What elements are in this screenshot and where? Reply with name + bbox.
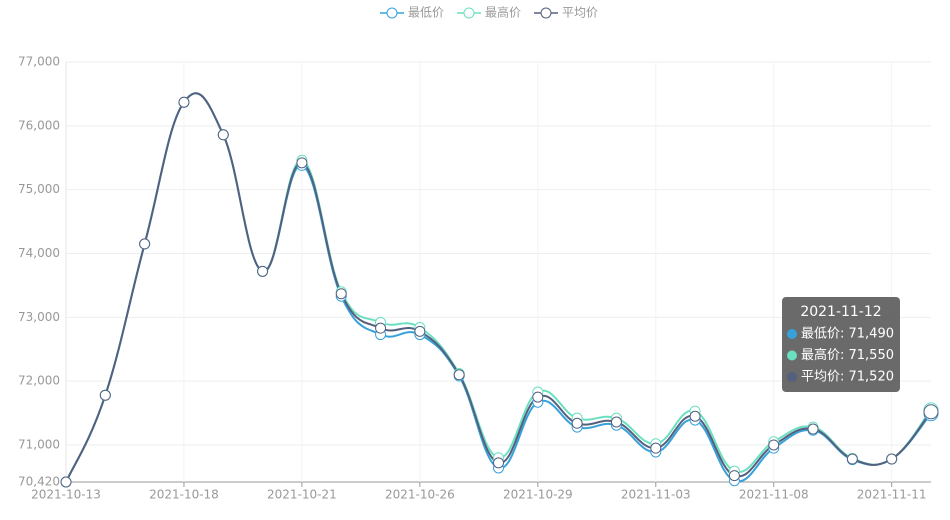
point <box>453 369 465 381</box>
x-tick-label: 2021-11-11 <box>857 488 927 502</box>
point <box>257 265 269 277</box>
legend-icon <box>463 7 475 19</box>
x-tick-label: 2021-10-21 <box>267 488 337 502</box>
y-tick-label: 73,000 <box>18 310 60 324</box>
legend-icon <box>540 7 552 19</box>
tooltip: 2021-11-12 最低价: 71,490 最高价: 71,550 平均价: 71,… <box>782 297 900 392</box>
legend-label: 最高价 <box>485 5 521 20</box>
legend-icon <box>386 7 398 19</box>
point <box>846 453 858 465</box>
tooltip-dot <box>787 372 797 382</box>
series-line <box>65 92 932 483</box>
y-tick-label: 75,000 <box>18 182 60 196</box>
point <box>768 439 780 451</box>
tooltip-row: 最低价: 71,490 <box>801 327 894 342</box>
y-tick-label: 74,000 <box>18 246 60 260</box>
tooltip-box <box>782 297 900 392</box>
tooltip-row: 最高价: 71,550 <box>801 347 894 363</box>
point <box>532 391 544 403</box>
x-tick-label: 2021-10-13 <box>31 488 101 502</box>
point <box>923 404 939 420</box>
point <box>610 416 622 428</box>
point <box>99 389 111 401</box>
point <box>650 442 662 454</box>
point <box>571 417 583 429</box>
x-tick-label: 2021-10-26 <box>385 488 455 502</box>
point <box>728 470 740 482</box>
point <box>178 96 190 108</box>
point <box>807 423 819 435</box>
point <box>296 157 308 169</box>
point <box>689 410 701 422</box>
legend-label: 最低价 <box>408 6 444 20</box>
y-tick-label: 77,000 <box>18 55 60 69</box>
legend-label: 平均价 <box>562 6 598 20</box>
point <box>335 288 347 300</box>
point <box>493 457 504 469</box>
tooltip-dot <box>787 329 797 339</box>
y-tick-label: 70,420 <box>18 475 60 489</box>
point <box>217 129 229 141</box>
tooltip-row: 平均价: 71,520 <box>801 370 894 385</box>
y-tick-label: 72,000 <box>18 374 60 388</box>
tooltip-title: 2021-11-12 <box>800 304 881 320</box>
point <box>414 325 426 337</box>
tooltip-dot <box>787 350 797 361</box>
point <box>60 476 72 488</box>
x-tick-label: 2021-10-29 <box>503 488 573 502</box>
x-tick-label: 2021-11-03 <box>621 488 691 502</box>
y-tick-label: 76,000 <box>18 118 60 132</box>
x-tick-label: 2021-10-18 <box>149 488 219 502</box>
point <box>375 322 387 334</box>
y-tick-label: 71,000 <box>18 437 60 451</box>
point <box>139 238 151 250</box>
x-tick-label: 2021-11-08 <box>739 488 809 502</box>
series-line <box>65 92 932 483</box>
series-line <box>65 92 932 483</box>
point <box>886 453 898 465</box>
